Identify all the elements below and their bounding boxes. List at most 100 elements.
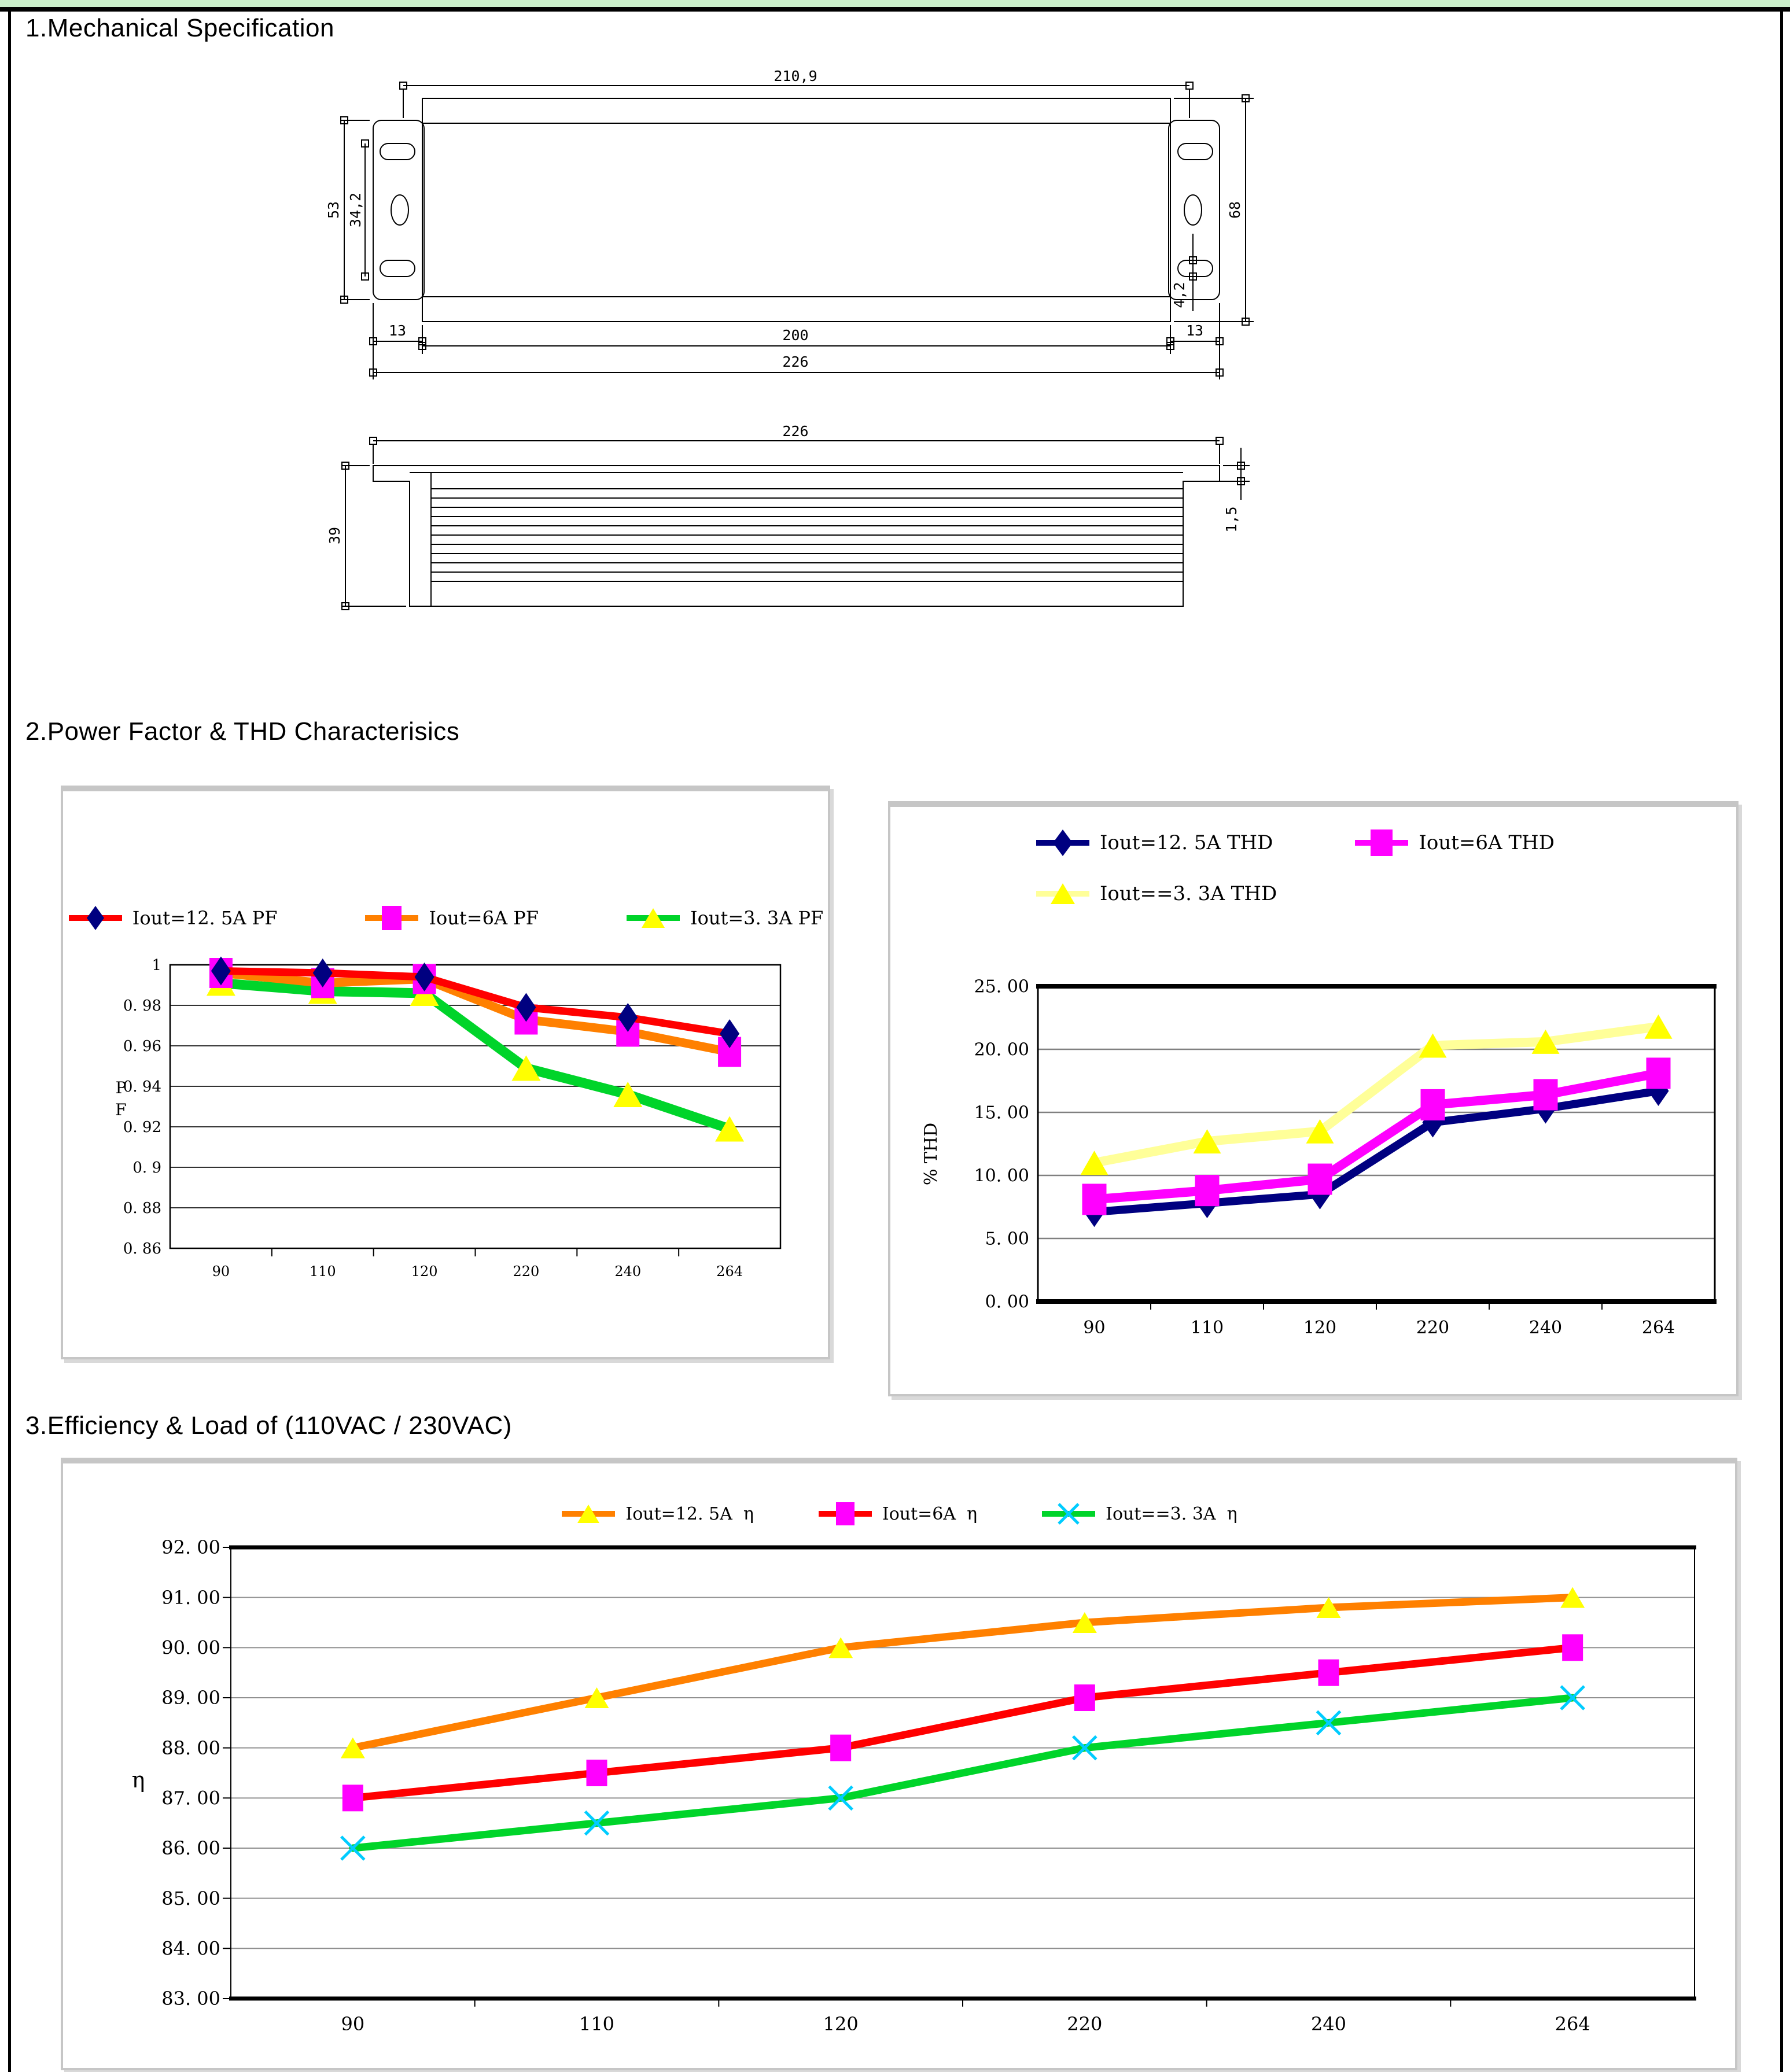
data-point-marker [720,1019,740,1048]
x-tick-label: 120 [823,2013,859,2035]
data-point-marker [1058,1503,1080,1525]
data-point-marker [1051,883,1075,904]
y-tick-label: 89. 00 [161,1687,220,1709]
y-tick-label: 5. 00 [985,1229,1029,1249]
legend-label: Iout=12. 5A η [625,1503,754,1524]
y-axis-label: P [116,1078,127,1097]
series-line-triangle [1089,1022,1663,1168]
x-tick-label: 264 [1642,1318,1675,1338]
data-point-marker [1644,1014,1673,1039]
legend-item: Iout=3. 3A PF [625,903,823,933]
data-point-marker [1080,1151,1108,1175]
data-point-marker [340,1835,366,1861]
dim-68: 68 [1227,201,1243,219]
section-title-pf-thd: 2.Power Factor & THD Characterisics [25,717,460,746]
legend-item: Iout=12. 5A PF [68,903,277,933]
legend-row: Iout=12. 5A THD Iout=6A THD [1035,828,1555,858]
thd-legend: Iout=12. 5A THD Iout=6A THD Iout==3. 3A TH… [1035,828,1555,909]
legend-row: Iout=12. 5A η Iout=6A η Iout==3. 3A η [561,1499,1237,1529]
legend-label: Iout=6A η [882,1503,978,1524]
mechanical-top-view-drawing: 210,9 53 34,2 68 4,2 13 200 13 226 [325,68,1254,379]
x-tick-label: 110 [1191,1318,1224,1338]
data-point-marker [1072,1612,1097,1633]
series-line-square [349,1643,1577,1802]
mechanical-side-view-drawing: 226 39 1,5 [326,423,1250,625]
data-point-marker [312,958,333,987]
y-tick-label: 1 [152,957,161,974]
section-title-mechanical: 1.Mechanical Specification [25,14,334,42]
series-line-square [1089,1068,1663,1204]
data-point-marker [1420,1089,1445,1120]
dim-200: 200 [782,327,808,344]
series-line-square [216,968,734,1056]
data-point-marker [1318,1659,1339,1686]
dim-13-right: 13 [1186,322,1203,339]
x-tick-label: 264 [716,1263,743,1280]
plot-border [169,964,782,1249]
dim-226-side-view: 226 [782,423,808,440]
legend-swatch [818,1502,872,1525]
y-tick-label: 87. 00 [161,1787,220,1809]
legend-swatch [68,906,122,930]
data-point-marker [1193,1129,1221,1154]
y-tick-label: 86. 00 [161,1837,220,1859]
efficiency-chart-box: 92. 00 91. 00 90. 00 89. 00 88. 00 87. 00 86. … [61,1458,1737,2070]
y-tick-label: 0. 9 [132,1159,161,1177]
dim-13-left: 13 [389,322,406,339]
data-point-marker [1371,829,1393,856]
x-tick-label: 110 [310,1263,336,1280]
series-line-triangle [349,1594,1577,1752]
legend-row: Iout==3. 3A THD [1035,879,1277,909]
data-point-marker [715,1116,745,1142]
heatsink-body [373,465,1220,607]
data-point-marker [618,1003,638,1032]
enclosure-body [422,98,1171,322]
left-bracket-hole [391,194,409,226]
data-point-marker [516,993,536,1022]
legend-item: Iout=6A THD [1354,828,1555,858]
pf-chart-box: 1 0. 98 0. 96 0. 94 0. 92 0. 9 0. 88 0. 86 90 110… [61,786,830,1359]
legend-item: Iout==3. 3A THD [1035,879,1277,909]
legend-item: Iout=12. 5A THD [1035,828,1273,858]
data-point-marker [586,1760,607,1786]
y-axis-label: η [132,1767,145,1793]
x-tick-label: 240 [1529,1318,1562,1338]
dim-34-2: 34,2 [347,193,364,227]
legend-item: Iout=12. 5A η [561,1499,754,1529]
top-black-rule [0,7,1790,12]
x-tick-label: 220 [1416,1318,1449,1338]
x-tick-label: 90 [1083,1318,1105,1338]
dim-53: 53 [325,201,342,219]
y-tick-label: 25. 00 [974,977,1029,997]
data-point-marker [1560,1685,1585,1710]
thd-chart: 25. 00 20. 00 15. 00 10. 00 5. 00 0. 00 90 110 1… [921,977,1717,1338]
data-point-marker [414,963,434,991]
data-point-marker [641,908,665,928]
data-point-marker [828,1637,853,1658]
y-tick-label: 84. 00 [161,1938,220,1960]
y-tick-label: 85. 00 [161,1887,220,1909]
left-bracket [373,120,425,300]
series-line-x [349,1694,1577,1852]
legend-swatch [562,1505,616,1523]
data-point-marker [342,1785,363,1812]
dim-210-9: 210,9 [774,68,817,84]
y-tick-label: 20. 00 [974,1040,1029,1060]
data-point-marker [1072,1735,1097,1761]
y-tick-label: 91. 00 [161,1587,220,1609]
right-bracket-hole [1184,194,1202,226]
data-point-marker [511,1055,541,1081]
dim-226-top-view: 226 [782,353,808,370]
data-point-marker [1307,1163,1332,1195]
x-tick-label: 110 [579,2013,614,2035]
data-point-marker [577,1505,600,1523]
legend-label: Iout=12. 5A THD [1100,831,1273,854]
data-point-marker [830,1734,852,1761]
data-point-marker [1422,1107,1443,1138]
y-axis-label: F [115,1100,126,1119]
series-line-triangle [216,978,735,1134]
y-tick-label: 10. 00 [974,1166,1029,1186]
data-point-marker [86,906,104,930]
legend-swatch [365,906,419,930]
legend-item: Iout=6A η [817,1499,977,1529]
